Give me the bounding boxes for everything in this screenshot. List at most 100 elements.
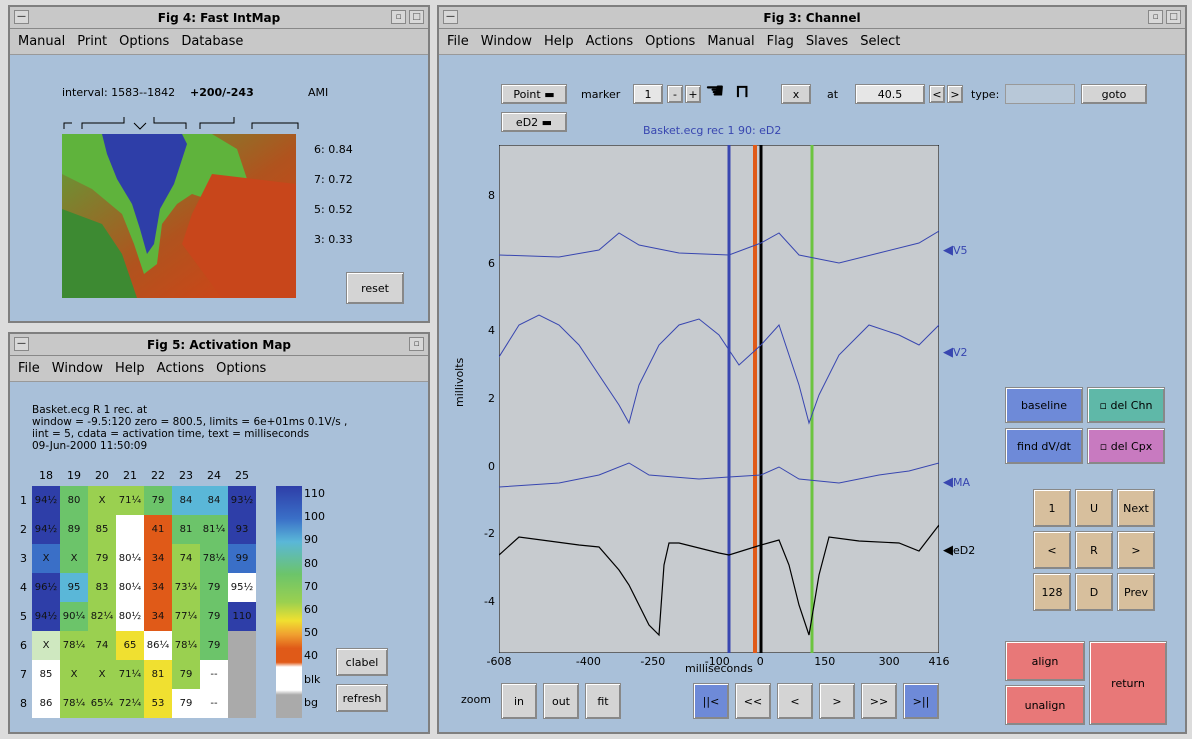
zoom-in-button[interactable]: in	[501, 683, 537, 719]
activation-cell: 79	[172, 660, 200, 689]
menu-actions[interactable]: Actions	[156, 361, 205, 376]
key-1[interactable]: 1	[1033, 489, 1071, 527]
menu-manual[interactable]: Manual	[18, 34, 66, 49]
refresh-button[interactable]: refresh	[336, 684, 388, 712]
menu-options[interactable]: Options	[119, 34, 170, 49]
menu-help[interactable]: Help	[544, 34, 574, 49]
activation-cell: 74	[172, 544, 200, 573]
menu-manual[interactable]: Manual	[707, 34, 755, 49]
titlebar[interactable]: — Fig 5: Activation Map ▫	[10, 334, 428, 356]
activation-cell: 71¼	[116, 660, 144, 689]
titlebar[interactable]: — Fig 3: Channel ▫ □	[439, 7, 1185, 29]
clabel-button[interactable]: clabel	[336, 648, 388, 676]
x-tick: 150	[814, 655, 836, 668]
y-tick: -4	[484, 595, 495, 609]
activation-cell: 79	[172, 689, 200, 718]
marker-bar-icon[interactable]: ⊓	[735, 81, 750, 102]
key-next[interactable]: Next	[1117, 489, 1155, 527]
del-chn-button[interactable]: ▫ del Chn	[1087, 387, 1165, 423]
menu-database[interactable]: Database	[181, 34, 244, 49]
scale-label: blk	[304, 672, 321, 686]
x-tick: -250	[640, 655, 666, 668]
menu-select[interactable]: Select	[860, 34, 901, 49]
channel-label-ma: MA	[953, 476, 971, 489]
nav-last-button[interactable]: >||	[903, 683, 939, 719]
window-menu-icon[interactable]: —	[14, 10, 29, 24]
channel-value: eD2	[515, 115, 539, 129]
nav-next-button[interactable]: >	[819, 683, 855, 719]
point-dropdown[interactable]: Point ▬	[501, 84, 567, 104]
col-header: 24	[207, 469, 221, 482]
menu-slaves[interactable]: Slaves	[805, 34, 849, 49]
return-button[interactable]: return	[1089, 641, 1167, 725]
level-7: 7: 0.72	[314, 173, 353, 186]
activation-cell: 86	[32, 689, 60, 718]
key-d[interactable]: D	[1075, 573, 1113, 611]
arrow-ed2-icon[interactable]: ◀eD2	[943, 543, 976, 558]
zoom-out-button[interactable]: out	[543, 683, 579, 719]
col-header: 22	[151, 469, 165, 482]
reset-button[interactable]: reset	[346, 272, 404, 304]
marker-plus-button[interactable]: +	[685, 85, 701, 103]
menu-flag[interactable]: Flag	[766, 34, 794, 49]
zoom-fit-button[interactable]: fit	[585, 683, 621, 719]
key-left[interactable]: <	[1033, 531, 1071, 569]
menu-window[interactable]: Window	[51, 361, 104, 376]
goto-button[interactable]: goto	[1081, 84, 1147, 104]
intmap-plot	[62, 134, 296, 298]
arrow-v2-icon[interactable]: ◀V2	[943, 345, 968, 360]
key-u[interactable]: U	[1075, 489, 1113, 527]
activation-cell: 81	[144, 660, 172, 689]
info-line: iint = 5, cdata = activation time, text …	[32, 428, 310, 440]
nav-prev-page-button[interactable]: <<	[735, 683, 771, 719]
at-next-button[interactable]: >	[947, 85, 963, 103]
titlebar[interactable]: — Fig 4: Fast IntMap ▫ □	[10, 7, 428, 29]
key-prev[interactable]: Prev	[1117, 573, 1155, 611]
baseline-button[interactable]: baseline	[1005, 387, 1083, 423]
del-cpx-label: del Cpx	[1110, 439, 1153, 453]
minimize-icon[interactable]: ▫	[409, 337, 424, 351]
menu-options[interactable]: Options	[216, 361, 267, 376]
key-r[interactable]: R	[1075, 531, 1113, 569]
arrow-v5-icon[interactable]: ◀V5	[943, 243, 968, 258]
channel-dropdown[interactable]: eD2 ▬	[501, 112, 567, 132]
hand-icon[interactable]: ☚	[705, 79, 725, 104]
info-line: Basket.ecg R 1 rec. at	[32, 404, 148, 416]
menu-file[interactable]: File	[18, 361, 40, 376]
key-right[interactable]: >	[1117, 531, 1155, 569]
minimize-icon[interactable]: ▫	[1148, 10, 1163, 24]
align-button[interactable]: align	[1005, 641, 1085, 681]
row-header: 7	[20, 668, 27, 681]
marker-minus-button[interactable]: -	[667, 85, 683, 103]
maximize-icon[interactable]: □	[1166, 10, 1181, 24]
del-cpx-check-icon: ▫	[1099, 439, 1111, 453]
window-menu-icon[interactable]: —	[443, 10, 458, 24]
menu-file[interactable]: File	[447, 34, 469, 49]
type-field[interactable]	[1005, 84, 1075, 104]
key-128[interactable]: 128	[1033, 573, 1071, 611]
activation-cell: 95½	[228, 573, 256, 602]
activation-cell: 81¼	[200, 515, 228, 544]
unalign-button[interactable]: unalign	[1005, 685, 1085, 725]
level-3: 3: 0.33	[314, 233, 353, 246]
maximize-icon[interactable]: □	[409, 10, 424, 24]
minimize-icon[interactable]: ▫	[391, 10, 406, 24]
arrow-ma-icon[interactable]: ◀MA	[943, 475, 971, 490]
clear-marker-button[interactable]: x	[781, 84, 811, 104]
menu-window[interactable]: Window	[480, 34, 533, 49]
menu-actions[interactable]: Actions	[585, 34, 634, 49]
find-dvdt-button[interactable]: find dV/dt	[1005, 428, 1083, 464]
del-chn-label: del Chn	[1110, 398, 1153, 412]
nav-prev-button[interactable]: <	[777, 683, 813, 719]
del-cpx-button[interactable]: ▫ del Cpx	[1087, 428, 1165, 464]
nav-first-button[interactable]: ||<	[693, 683, 729, 719]
menu-print[interactable]: Print	[77, 34, 108, 49]
marker-field[interactable]: 1	[633, 84, 663, 104]
at-prev-button[interactable]: <	[929, 85, 945, 103]
menu-options[interactable]: Options	[645, 34, 696, 49]
x-tick: -608	[486, 655, 512, 668]
menu-help[interactable]: Help	[115, 361, 145, 376]
nav-next-page-button[interactable]: >>	[861, 683, 897, 719]
at-field[interactable]: 40.5	[855, 84, 925, 104]
window-menu-icon[interactable]: —	[14, 337, 29, 351]
